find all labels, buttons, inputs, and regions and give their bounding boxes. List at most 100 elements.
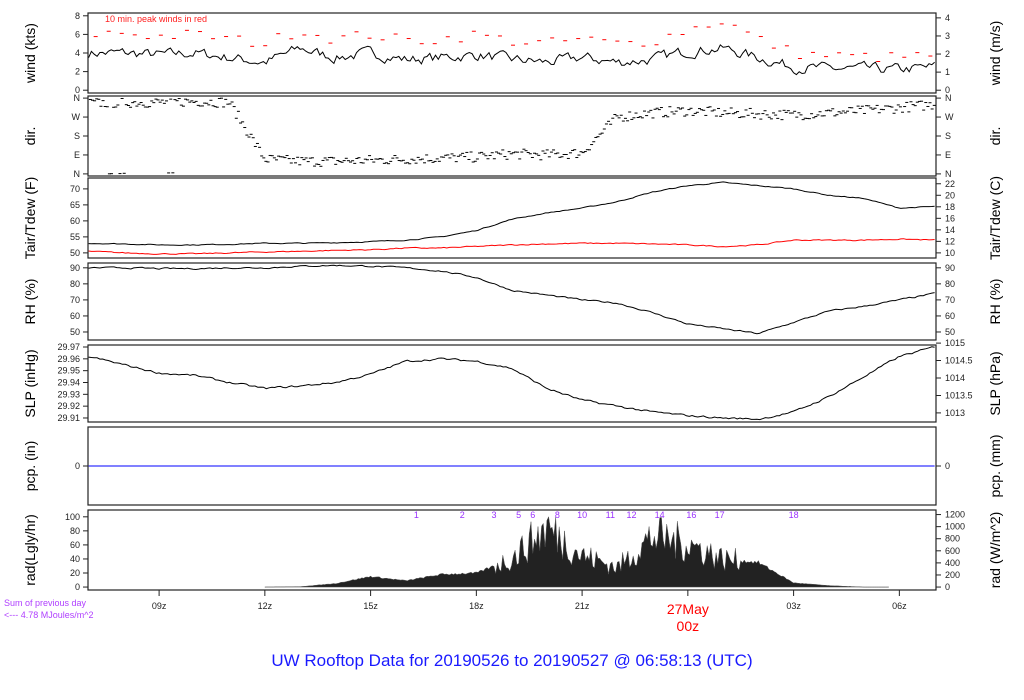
day-label: 8 (555, 510, 560, 520)
dir-right-axis-title: dir. (987, 127, 1003, 146)
right-tick-label: 600 (945, 546, 960, 556)
left-tick-label: 29.93 (57, 389, 80, 399)
panel-rad: 020406080100020040060080010001200rad(Lgl… (4, 509, 1003, 620)
right-tick-label: 1014.5 (945, 355, 973, 365)
left-tick-label: 65 (70, 200, 80, 210)
wind-direction-series (88, 97, 936, 175)
right-tick-label: 400 (945, 558, 960, 568)
day-label: 1 (414, 510, 419, 520)
right-tick-label: N (945, 169, 952, 179)
day-label: 16 (686, 510, 696, 520)
rh-left-axis-title: RH (%) (22, 279, 38, 325)
right-tick-label: 3 (945, 31, 950, 41)
x-tick-label: 18z (469, 601, 484, 611)
wind-right-axis-title: wind (m/s) (987, 21, 1003, 87)
wind-left-axis-title: wind (kts) (22, 23, 38, 84)
day-label: 11 (606, 510, 615, 520)
pcp-right-axis-title: pcp. (mm) (987, 435, 1003, 498)
right-tick-label: 10 (945, 248, 955, 258)
right-tick-label: 1015 (945, 338, 965, 348)
left-tick-label: 0 (75, 582, 80, 592)
peak-winds-annotation: 10 min. peak winds in red (105, 14, 207, 24)
right-tick-label: 60 (945, 311, 955, 321)
temp-left-axis-title: Tair/Tdew (F) (22, 177, 38, 259)
tair-line (88, 181, 935, 246)
left-tick-label: N (74, 169, 81, 179)
right-tick-label: 800 (945, 534, 960, 544)
x-tick-label: 09z (152, 601, 167, 611)
left-tick-label: 29.91 (57, 413, 80, 423)
right-tick-label: 1000 (945, 522, 965, 532)
left-tick-label: 29.92 (57, 401, 80, 411)
day-label: 18 (789, 510, 799, 520)
left-tick-label: N (74, 93, 81, 103)
right-tick-label: 80 (945, 279, 955, 289)
x-tick-label: 12z (258, 601, 273, 611)
wind-speed-line (88, 44, 935, 76)
slp-right-axis-title: SLP (hPa) (987, 351, 1003, 415)
right-tick-label: 22 (945, 179, 955, 189)
left-tick-label: 40 (70, 554, 80, 564)
right-tick-label: 16 (945, 213, 955, 223)
slp-left-axis-title: SLP (inHg) (22, 349, 38, 417)
rh-right-axis-title: RH (%) (987, 279, 1003, 325)
panel-wind: 0 2 4 6 8 0 1 2 3 4 wind (kts) wind (m/s) 10 min. pe… (22, 11, 1003, 95)
right-tick-label: 0 (945, 85, 950, 95)
left-tick-label: 90 (70, 263, 80, 273)
right-tick-label: W (945, 112, 954, 122)
right-tick-label: 1200 (945, 510, 965, 520)
left-tick-label: 80 (70, 526, 80, 536)
rad-left-axis-title: rad(Lgly/hr) (22, 514, 38, 586)
x-tick-label: 06z (892, 601, 907, 611)
x-tick-label: 21z (575, 601, 590, 611)
right-tick-label: 1013.5 (945, 391, 973, 401)
left-tick-label: 8 (75, 11, 80, 21)
right-tick-label: 12 (945, 236, 955, 246)
right-tick-label: 50 (945, 327, 955, 337)
left-tick-label: 100 (65, 512, 80, 522)
temp-right-axis-title: Tair/Tdew (C) (987, 176, 1003, 260)
wind-frame (87, 12, 937, 94)
left-tick-label: 50 (70, 248, 80, 258)
right-tick-label: 1013 (945, 408, 965, 418)
date-marker-day: 27May (667, 601, 709, 617)
day-label: 3 (491, 510, 496, 520)
x-tick-label: 15z (363, 601, 378, 611)
radiation-sum-text: Sum of previous day (4, 598, 87, 608)
left-tick-label: 2 (75, 67, 80, 77)
day-label: 14 (655, 510, 665, 520)
rh-frame (87, 262, 937, 341)
left-tick-label: W (72, 112, 81, 122)
left-tick-label: S (74, 131, 80, 141)
left-tick-label: 29.95 (57, 366, 80, 376)
tdew-line (88, 238, 935, 255)
right-tick-label: 90 (945, 263, 955, 273)
panel-pcp: 0 0 pcp. (in) pcp. (mm) (22, 426, 1003, 506)
x-tick-label: 03z (786, 601, 801, 611)
left-tick-label: 0 (75, 85, 80, 95)
right-tick-label: 200 (945, 570, 960, 580)
left-tick-label: 70 (70, 184, 80, 194)
10-min-peak-series (93, 23, 933, 63)
solar-radiation-area (264, 515, 889, 588)
right-tick-label: 18 (945, 202, 955, 212)
left-tick-label: 29.96 (57, 354, 80, 364)
radiation-sum-text: <--- 4.78 MJoules/m^2 (4, 610, 94, 620)
dir-left-axis-title: dir. (22, 127, 38, 146)
left-tick-label: 70 (70, 295, 80, 305)
chart-title: UW Rooftop Data for 20190526 to 20190527… (271, 651, 752, 670)
right-tick-label: 1 (945, 67, 950, 77)
right-tick-label: 70 (945, 295, 955, 305)
left-tick-label: 60 (70, 311, 80, 321)
rh-line (88, 264, 935, 335)
dir-frame (87, 95, 937, 177)
left-tick-label: 29.94 (57, 377, 80, 387)
date-marker-hour: 00z (677, 618, 700, 634)
day-label: 12 (626, 510, 636, 520)
rad-right-axis-title: rad (W/m^2) (987, 512, 1003, 589)
left-tick-label: 60 (70, 540, 80, 550)
